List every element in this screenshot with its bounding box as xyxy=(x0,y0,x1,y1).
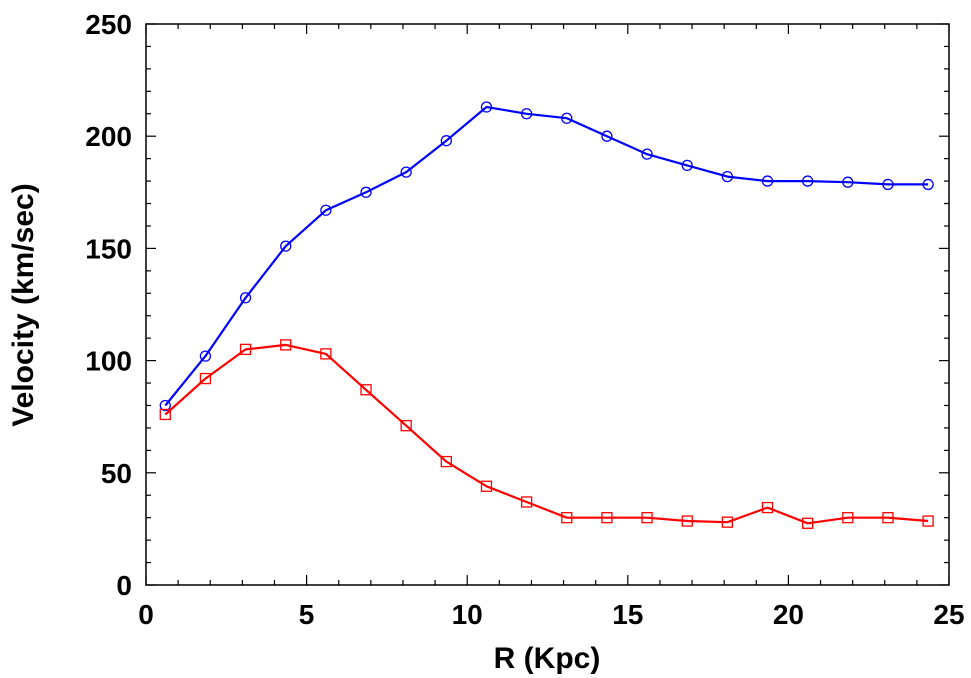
y-tick-label: 250 xyxy=(85,9,132,40)
data-point xyxy=(721,170,734,183)
data-point xyxy=(480,480,493,492)
data-point xyxy=(761,175,774,187)
data-point xyxy=(320,204,332,216)
y-axis-title: Velocity (km/sec) xyxy=(7,183,40,426)
data-point xyxy=(239,343,252,356)
series-line xyxy=(164,343,929,525)
data-point xyxy=(721,516,734,528)
axis-ticks xyxy=(145,23,950,586)
data-point xyxy=(601,512,613,524)
data-point xyxy=(280,240,292,252)
data-point xyxy=(802,175,814,187)
x-axis-title: R (Kpc) xyxy=(494,642,601,675)
data-point xyxy=(882,178,894,191)
plot-frame xyxy=(145,23,950,586)
x-tick-label: 20 xyxy=(773,599,804,630)
data-point xyxy=(842,512,854,524)
x-tick-label: 0 xyxy=(138,599,154,630)
data-point xyxy=(280,339,292,351)
x-tick-label: 15 xyxy=(612,599,643,630)
series-2 xyxy=(159,339,934,529)
series-line xyxy=(164,105,929,407)
data-point xyxy=(681,159,693,172)
y-tick-label: 100 xyxy=(85,346,132,377)
data-point xyxy=(842,176,854,188)
data-point xyxy=(922,178,934,191)
x-tick-label: 5 xyxy=(299,599,315,630)
data-point xyxy=(641,148,653,160)
y-tick-label: 50 xyxy=(101,458,132,489)
data-point xyxy=(520,496,533,508)
data-point xyxy=(601,130,613,142)
data-point xyxy=(239,292,252,304)
y-tick-label: 150 xyxy=(85,233,132,264)
data-point xyxy=(320,348,332,360)
data-point xyxy=(922,515,934,527)
data-point xyxy=(561,112,573,124)
data-point xyxy=(360,384,372,396)
data-point xyxy=(520,108,533,120)
data-point xyxy=(681,515,693,527)
y-tick-label: 0 xyxy=(116,570,132,601)
data-point xyxy=(480,101,493,113)
data-point xyxy=(561,512,573,524)
series-1 xyxy=(159,101,934,412)
data-point xyxy=(199,372,212,385)
series-layer xyxy=(159,101,934,529)
data-point xyxy=(400,166,412,178)
data-point xyxy=(882,512,894,524)
data-point xyxy=(159,408,171,421)
x-tick-label: 25 xyxy=(933,599,964,630)
x-tick-label: 10 xyxy=(452,599,483,630)
data-point xyxy=(802,517,814,529)
data-point xyxy=(641,512,653,524)
data-point xyxy=(440,455,452,468)
data-point xyxy=(400,420,412,432)
data-point xyxy=(159,399,171,412)
data-point xyxy=(440,135,452,147)
data-point xyxy=(199,350,212,362)
data-point xyxy=(761,501,774,514)
data-point xyxy=(360,186,372,198)
y-tick-label: 200 xyxy=(85,121,132,152)
